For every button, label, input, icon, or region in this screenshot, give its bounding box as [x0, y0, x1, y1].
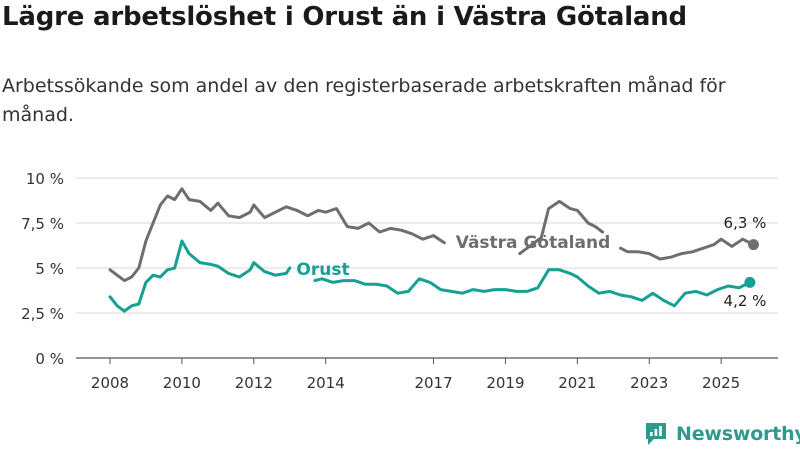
- x-tick-label: 2023: [630, 374, 668, 392]
- y-tick-label: 5 %: [35, 260, 64, 278]
- series-label-vastra-gotaland: Västra Götaland: [456, 233, 611, 253]
- brand-name: Newsworthy: [676, 423, 800, 445]
- x-tick-label: 2021: [558, 374, 596, 392]
- series-line-vastra-gotaland: [108, 187, 446, 283]
- x-tick-label: 2010: [163, 374, 201, 392]
- series-line-vastra-gotaland: [518, 199, 604, 256]
- series-line-orust: [313, 268, 752, 308]
- series-endpoint: [744, 276, 756, 288]
- series-line-vastra-gotaland: [619, 237, 755, 261]
- x-tick-label: 2012: [235, 374, 273, 392]
- end-value-label: 4,2 %: [724, 292, 767, 310]
- y-tick-label: 0 %: [35, 350, 64, 368]
- series-line-orust: [108, 239, 292, 313]
- x-tick-label: 2014: [307, 374, 345, 392]
- newsworthy-logo-icon: [646, 423, 666, 445]
- chart-subtitle: Arbetssökande som andel av den registerb…: [2, 75, 726, 126]
- y-tick-label: 10 %: [26, 170, 64, 188]
- x-tick-label: 2017: [414, 374, 452, 392]
- x-tick-label: 2008: [91, 374, 129, 392]
- end-value-label: 6,3 %: [724, 214, 767, 232]
- x-tick-label: 2025: [702, 374, 740, 392]
- series-label-orust: Orust: [296, 260, 349, 280]
- y-tick-label: 7,5 %: [21, 215, 64, 233]
- chart-title: Lägre arbetslöshet i Orust än i Västra G…: [2, 2, 687, 32]
- series-endpoint: [748, 239, 760, 251]
- brand-logo: Newsworthy: [644, 420, 800, 448]
- y-tick-label: 2,5 %: [21, 305, 64, 323]
- x-tick-label: 2019: [486, 374, 524, 392]
